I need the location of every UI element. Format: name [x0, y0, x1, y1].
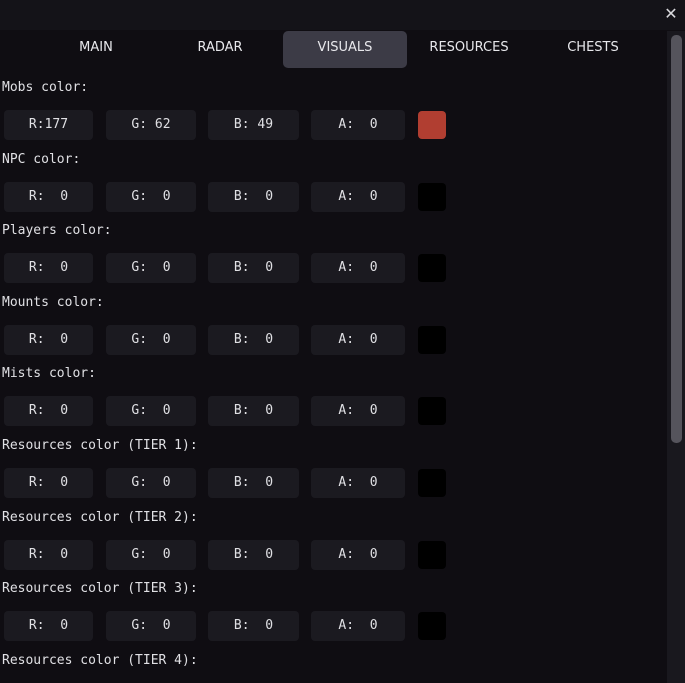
section-label: NPC color: [2, 151, 81, 167]
color-swatch[interactable] [418, 397, 446, 426]
color-section-resources-color-tier-3: Resources color (TIER 3): R: 0 G: 0 B: 0 A: … [0, 571, 666, 643]
g-channel-input[interactable]: G: 0 [106, 539, 196, 570]
g-channel-input[interactable]: G: 0 [106, 396, 196, 427]
r-channel-input[interactable]: R: 0 [4, 181, 93, 212]
section-label: Resources color (TIER 3): [2, 581, 198, 597]
b-channel-input[interactable]: B: 0 [208, 396, 299, 427]
g-channel-input[interactable]: G: 0 [106, 181, 196, 212]
color-section-mounts-color: Mounts color: R: 0 G: 0 B: 0 A: 0 [0, 285, 666, 357]
color-swatch[interactable] [418, 469, 446, 497]
title-bar: ✕ [0, 0, 685, 30]
b-channel-input[interactable]: B: 0 [208, 253, 299, 284]
a-channel-input[interactable]: A: 0 [311, 611, 405, 642]
b-channel-input[interactable]: B: 49 [208, 110, 299, 140]
r-channel-input[interactable]: R: 0 [4, 539, 93, 570]
a-channel-input[interactable]: A: 0 [311, 539, 405, 570]
section-label: Resources color (TIER 4): [2, 652, 198, 668]
a-channel-input[interactable]: A: 0 [311, 253, 405, 284]
r-channel-input[interactable]: R: 0 [4, 611, 93, 642]
section-label: Mists color: [2, 366, 96, 382]
section-label: Players color: [2, 223, 112, 239]
section-label: Mobs color: [2, 80, 89, 95]
r-channel-input[interactable]: R: 0 [4, 324, 93, 355]
tab-visuals[interactable]: VISUALS [283, 31, 407, 68]
b-channel-input[interactable]: B: 0 [208, 611, 299, 642]
r-channel-input[interactable]: R:177 [4, 110, 93, 140]
g-channel-input[interactable]: G: 0 [106, 611, 196, 642]
tab-main[interactable]: MAIN [79, 40, 113, 55]
a-channel-input[interactable]: A: 0 [311, 324, 405, 355]
color-section-players-color: Players color: R: 0 G: 0 B: 0 A: 0 [0, 213, 666, 285]
scrollbar[interactable] [667, 31, 685, 683]
a-channel-input[interactable]: A: 0 [311, 110, 405, 140]
g-channel-input[interactable]: G: 0 [106, 324, 196, 355]
color-swatch[interactable] [418, 325, 446, 354]
g-channel-input[interactable]: G: 0 [106, 253, 196, 284]
tab-radar[interactable]: RADAR [197, 40, 243, 55]
section-label: Resources color (TIER 1): [2, 438, 198, 453]
visuals-panel: Mobs color: R:177 G: 62 B: 49 A: 0 NPC color:… [0, 70, 666, 683]
color-swatch[interactable] [418, 540, 446, 569]
scrollbar-thumb[interactable] [671, 35, 682, 443]
color-swatch[interactable] [418, 254, 446, 283]
tab-chests[interactable]: CHESTS [567, 40, 619, 55]
color-section-resources-color-tier-1: Resources color (TIER 1): R: 0 G: 0 B: 0 A: … [0, 428, 666, 500]
a-channel-input[interactable]: A: 0 [311, 396, 405, 427]
color-section-resources-color-tier-2: Resources color (TIER 2): R: 0 G: 0 B: 0 A: … [0, 500, 666, 572]
color-section-npc-color: NPC color: R: 0 G: 0 B: 0 A: 0 [0, 142, 666, 214]
b-channel-input[interactable]: B: 0 [208, 539, 299, 570]
color-section-resources-color-tier-4: Resources color (TIER 4): [0, 643, 666, 683]
color-section-mobs-color: Mobs color: R:177 G: 62 B: 49 A: 0 [0, 70, 666, 142]
color-swatch[interactable] [418, 612, 446, 641]
g-channel-input[interactable]: G: 62 [106, 110, 196, 140]
close-icon[interactable]: ✕ [664, 4, 678, 23]
tab-bar: MAIN RADAR VISUALS RESOURCES CHESTS [0, 31, 665, 68]
g-channel-input[interactable]: G: 0 [106, 468, 196, 498]
section-label: Resources color (TIER 2): [2, 509, 198, 525]
a-channel-input[interactable]: A: 0 [311, 181, 405, 212]
r-channel-input[interactable]: R: 0 [4, 253, 93, 284]
r-channel-input[interactable]: R: 0 [4, 468, 93, 498]
b-channel-input[interactable]: B: 0 [208, 181, 299, 212]
tab-resources[interactable]: RESOURCES [429, 40, 509, 55]
section-label: Mounts color: [2, 294, 104, 310]
b-channel-input[interactable]: B: 0 [208, 468, 299, 498]
r-channel-input[interactable]: R: 0 [4, 396, 93, 427]
color-swatch[interactable] [418, 111, 446, 139]
a-channel-input[interactable]: A: 0 [311, 468, 405, 498]
b-channel-input[interactable]: B: 0 [208, 324, 299, 355]
color-swatch[interactable] [418, 182, 446, 211]
color-section-mists-color: Mists color: R: 0 G: 0 B: 0 A: 0 [0, 356, 666, 428]
